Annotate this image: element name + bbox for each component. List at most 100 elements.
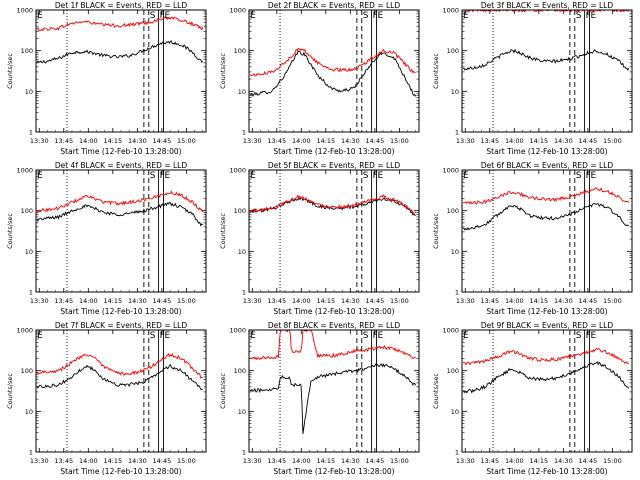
y-tick-label: 100 xyxy=(234,367,246,375)
marker-label: E xyxy=(591,11,597,21)
marker-label: S xyxy=(576,11,582,21)
x-tick-label: 15:00 xyxy=(390,457,409,465)
panel-det-8: Det 8f BLACK = Events, RED = LLD Counts/s… xyxy=(219,321,420,476)
x-axis-label: Start Time (12-Feb-10 13:28:00) xyxy=(486,307,607,316)
panel-title: Det 4f BLACK = Events, RED = LLD xyxy=(55,161,188,170)
marker-label: E xyxy=(37,11,43,21)
y-tick-label: 1 xyxy=(29,449,33,457)
series-line-events xyxy=(36,363,203,391)
marker-label: S xyxy=(363,331,369,341)
y-tick-label: 10 xyxy=(451,408,459,416)
x-tick-label: 13:30 xyxy=(456,297,475,305)
y-tick-label: 100 xyxy=(447,367,459,375)
x-axis-label: Start Time (12-Feb-10 13:28:00) xyxy=(273,147,394,156)
marker-label: E xyxy=(165,171,171,181)
plot-frame xyxy=(35,329,207,453)
marker-label: E xyxy=(378,171,384,181)
marker-label: S xyxy=(576,331,582,341)
x-tick-label: 14:45 xyxy=(152,457,171,465)
x-tick-label: 15:00 xyxy=(603,457,622,465)
x-tick-label: 14:15 xyxy=(103,297,122,305)
marker-label: S xyxy=(363,171,369,181)
x-tick-label: 14:30 xyxy=(128,297,147,305)
y-tick-label: 100 xyxy=(447,207,459,215)
panel-title: Det 8f BLACK = Events, RED = LLD xyxy=(268,321,401,330)
marker-label: E xyxy=(378,11,384,21)
y-axis-label: Counts/sec xyxy=(432,373,440,409)
x-tick-label: 14:45 xyxy=(578,297,597,305)
y-axis-label: Counts/sec xyxy=(6,373,14,409)
y-tick-label: 1 xyxy=(29,289,33,297)
x-tick-label: 13:30 xyxy=(30,137,49,145)
x-tick-label: 13:30 xyxy=(456,457,475,465)
x-tick-label: 13:45 xyxy=(267,137,286,145)
x-tick-label: 14:00 xyxy=(292,297,311,305)
y-tick-label: 10 xyxy=(451,248,459,256)
x-tick-label: 15:00 xyxy=(603,297,622,305)
x-axis-label: Start Time (12-Feb-10 13:28:00) xyxy=(273,307,394,316)
marker-label: S xyxy=(576,171,582,181)
x-tick-label: 14:30 xyxy=(554,137,573,145)
x-tick-label: 15:00 xyxy=(177,137,196,145)
x-tick-label: 14:15 xyxy=(103,137,122,145)
x-tick-label: 15:00 xyxy=(390,297,409,305)
y-tick-label: 1 xyxy=(455,129,459,137)
y-tick-label: 10 xyxy=(238,88,246,96)
marker-label: S xyxy=(363,11,369,21)
y-tick-label: 1000 xyxy=(229,7,246,15)
series-line-lld xyxy=(249,329,416,361)
y-tick-label: 1000 xyxy=(442,327,459,335)
x-tick-label: 14:00 xyxy=(79,297,98,305)
x-tick-label: 13:30 xyxy=(456,137,475,145)
x-tick-label: 14:30 xyxy=(128,457,147,465)
y-tick-label: 10 xyxy=(25,88,33,96)
marker-label: F xyxy=(373,11,378,21)
marker-label: E xyxy=(37,171,43,181)
plot-frame xyxy=(35,169,207,293)
x-tick-label: 14:15 xyxy=(316,297,335,305)
panel-title: Det 9f BLACK = Events, RED = LLD xyxy=(481,321,614,330)
marker-label: E xyxy=(165,331,171,341)
x-tick-label: 13:30 xyxy=(243,137,262,145)
marker-label: F xyxy=(586,331,591,341)
panel-det-2: Det 2f BLACK = Events, RED = LLD Counts/s… xyxy=(219,1,420,156)
y-axis-label: Counts/sec xyxy=(219,373,227,409)
series-line-lld xyxy=(249,48,416,77)
y-tick-label: 1 xyxy=(242,129,246,137)
x-tick-label: 14:30 xyxy=(341,457,360,465)
marker-label: F xyxy=(586,11,591,21)
x-tick-label: 13:30 xyxy=(243,297,262,305)
marker-label: F xyxy=(160,171,165,181)
series-line-events xyxy=(36,201,203,227)
marker-label: F xyxy=(160,11,165,21)
x-tick-label: 15:00 xyxy=(177,457,196,465)
x-tick-label: 14:00 xyxy=(79,457,98,465)
y-tick-label: 1 xyxy=(455,289,459,297)
panel-det-3: Det 3f BLACK = Events, RED = LLD Counts/s… xyxy=(432,1,633,156)
panel-det-4: Det 4f BLACK = Events, RED = LLD Counts/s… xyxy=(6,161,207,316)
x-tick-label: 14:30 xyxy=(128,137,147,145)
y-axis-label: Counts/sec xyxy=(6,53,14,89)
y-tick-label: 10 xyxy=(238,248,246,256)
y-tick-label: 1000 xyxy=(442,167,459,175)
x-tick-label: 14:45 xyxy=(578,457,597,465)
x-tick-label: 13:45 xyxy=(54,137,73,145)
x-tick-label: 14:00 xyxy=(505,457,524,465)
y-tick-label: 10 xyxy=(238,408,246,416)
series-line-lld xyxy=(36,16,204,32)
x-tick-label: 14:45 xyxy=(578,137,597,145)
x-tick-label: 14:00 xyxy=(505,297,524,305)
x-tick-label: 14:45 xyxy=(365,457,384,465)
marker-label: S xyxy=(150,171,156,181)
marker-label: F xyxy=(373,171,378,181)
marker-label: E xyxy=(463,331,469,341)
marker-label: E xyxy=(463,171,469,181)
marker-label: F xyxy=(373,331,378,341)
marker-label: E xyxy=(250,171,256,181)
marker-label: E xyxy=(250,11,256,21)
marker-label: E xyxy=(591,171,597,181)
x-tick-label: 15:00 xyxy=(390,137,409,145)
y-tick-label: 100 xyxy=(21,367,33,375)
y-axis-label: Counts/sec xyxy=(432,213,440,249)
x-axis-label: Start Time (12-Feb-10 13:28:00) xyxy=(60,307,181,316)
